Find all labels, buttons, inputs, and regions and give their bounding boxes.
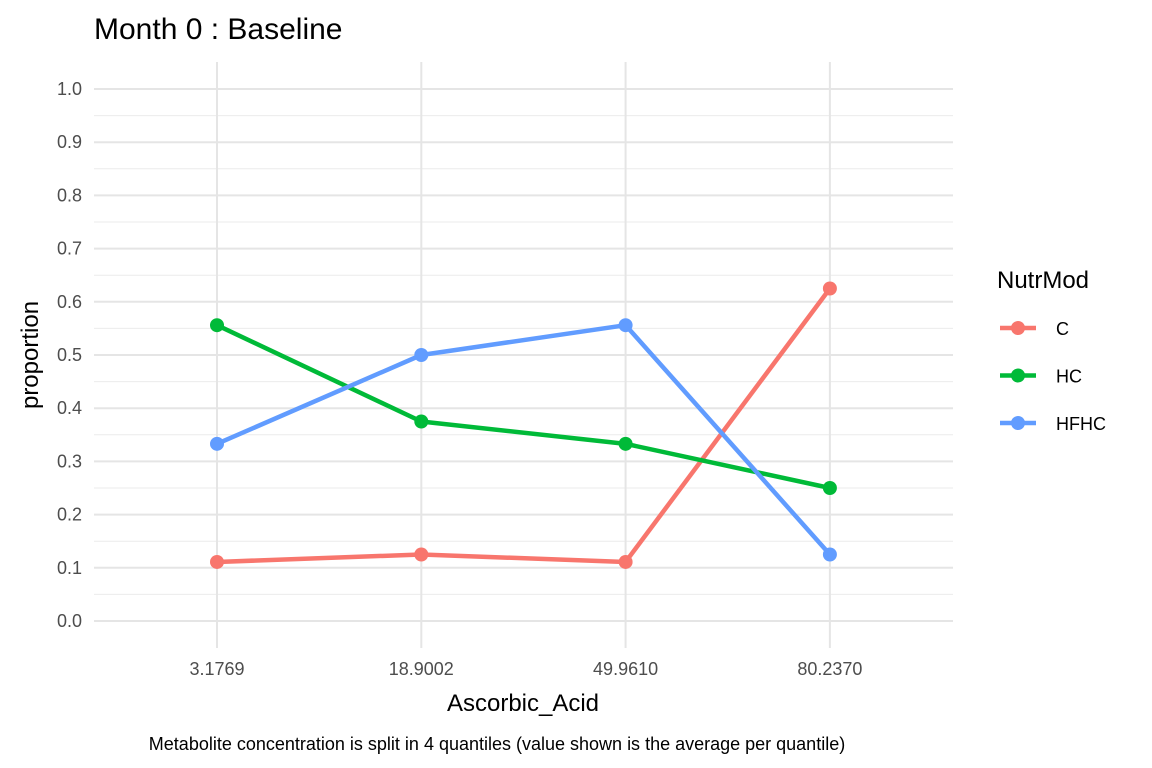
series-c	[210, 281, 837, 569]
series-line	[216, 322, 832, 556]
y-tick-label: 0.0	[57, 611, 82, 631]
y-tick-label: 0.4	[57, 398, 82, 418]
y-tick-label: 0.7	[57, 239, 82, 259]
series-line	[216, 323, 831, 491]
legend-title: NutrMod	[997, 267, 1089, 294]
data-point	[414, 414, 429, 429]
x-tick-label: 18.9002	[389, 659, 454, 679]
x-tick-label: 3.1769	[189, 659, 244, 679]
data-point	[210, 318, 224, 333]
series-layer	[210, 281, 837, 569]
series-hc	[210, 318, 837, 495]
legend-swatch-point	[1011, 416, 1025, 430]
legend-swatch-point	[1011, 368, 1025, 383]
y-tick-label: 0.6	[57, 292, 82, 312]
legend: NutrMod C HC HFHC	[997, 267, 1106, 434]
x-tick-label: 80.2370	[797, 659, 862, 679]
data-point	[414, 547, 429, 562]
legend-label: HC	[1056, 367, 1082, 387]
series-line	[216, 287, 832, 565]
y-tick-label: 0.8	[57, 185, 82, 205]
legend-swatch-point	[1011, 321, 1025, 335]
data-point	[414, 348, 429, 362]
x-axis-title: Ascorbic_Acid	[447, 690, 599, 717]
legend-label: HFHC	[1056, 414, 1106, 434]
data-point	[822, 547, 837, 562]
y-axis-title: proportion	[17, 301, 44, 409]
data-point	[618, 436, 633, 451]
data-point	[618, 554, 633, 569]
chart-title: Month 0 : Baseline	[94, 13, 342, 46]
y-tick-label: 1.0	[57, 79, 82, 99]
legend-item-hc: HC	[1000, 367, 1082, 387]
y-tick-label: 0.9	[57, 132, 82, 152]
data-point	[210, 554, 224, 569]
y-tick-label: 0.2	[57, 505, 82, 525]
data-point	[822, 281, 837, 296]
legend-item-c: C	[1000, 319, 1069, 339]
y-tick-labels: 0.0 0.1 0.2 0.3 0.4 0.5 0.6 0.7 0.8 0.9 1.0	[57, 79, 82, 631]
y-tick-label: 0.3	[57, 451, 82, 471]
y-tick-label: 0.1	[57, 558, 82, 578]
data-point	[618, 318, 633, 333]
legend-item-hfhc: HFHC	[1000, 414, 1106, 434]
data-point	[210, 436, 224, 451]
series-hfhc	[210, 318, 837, 562]
x-tick-label: 49.9610	[593, 659, 658, 679]
x-tick-labels: 3.1769 18.9002 49.9610 80.2370	[189, 659, 862, 679]
legend-label: C	[1056, 319, 1069, 339]
chart-caption: Metabolite concentration is split in 4 q…	[149, 734, 845, 754]
y-tick-label: 0.5	[57, 345, 82, 365]
data-point	[822, 481, 837, 495]
